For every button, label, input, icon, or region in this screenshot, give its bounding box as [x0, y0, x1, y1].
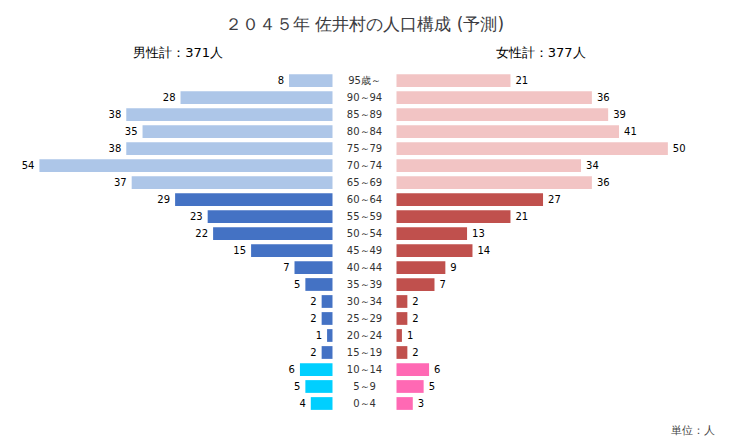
svg-text:5: 5	[429, 381, 435, 392]
svg-text:1: 1	[407, 330, 413, 341]
svg-text:70～74: 70～74	[347, 160, 382, 171]
svg-text:2: 2	[310, 296, 316, 307]
svg-text:27: 27	[548, 194, 561, 205]
svg-text:7: 7	[283, 262, 289, 273]
svg-text:75～79: 75～79	[347, 143, 382, 154]
svg-text:0～4: 0～4	[353, 398, 376, 409]
svg-text:38: 38	[109, 109, 122, 120]
svg-text:30～34: 30～34	[347, 296, 382, 307]
svg-text:15～19: 15～19	[347, 347, 382, 358]
svg-text:女性計：377人: 女性計：377人	[496, 45, 586, 60]
svg-text:2: 2	[412, 347, 418, 358]
svg-text:8: 8	[278, 75, 284, 86]
svg-text:23: 23	[190, 211, 203, 222]
svg-text:5～9: 5～9	[353, 381, 376, 392]
svg-text:14: 14	[477, 245, 490, 256]
svg-text:単位：人: 単位：人	[671, 424, 715, 437]
svg-text:38: 38	[109, 143, 122, 154]
svg-text:1: 1	[316, 330, 322, 341]
svg-text:21: 21	[515, 75, 528, 86]
svg-text:54: 54	[22, 160, 35, 171]
svg-text:10～14: 10～14	[347, 364, 382, 375]
svg-text:35: 35	[125, 126, 138, 137]
svg-text:2: 2	[310, 347, 316, 358]
svg-text:41: 41	[624, 126, 637, 137]
svg-text:28: 28	[163, 92, 176, 103]
svg-text:5: 5	[294, 381, 300, 392]
svg-text:34: 34	[586, 160, 599, 171]
svg-text:２０４５年 佐井村の人口構成 (予測): ２０４５年 佐井村の人口構成 (予測)	[225, 14, 504, 34]
svg-text:50: 50	[673, 143, 686, 154]
svg-text:39: 39	[613, 109, 626, 120]
svg-text:9: 9	[450, 262, 456, 273]
svg-text:3: 3	[418, 398, 424, 409]
svg-text:40～44: 40～44	[347, 262, 382, 273]
svg-text:2: 2	[310, 313, 316, 324]
svg-text:6: 6	[289, 364, 295, 375]
svg-text:6: 6	[434, 364, 440, 375]
svg-text:15: 15	[233, 245, 246, 256]
svg-text:21: 21	[515, 211, 528, 222]
svg-text:2: 2	[412, 313, 418, 324]
svg-text:4: 4	[299, 398, 305, 409]
svg-text:5: 5	[294, 279, 300, 290]
svg-text:50～54: 50～54	[347, 228, 382, 239]
svg-text:25～29: 25～29	[347, 313, 382, 324]
svg-text:80～84: 80～84	[347, 126, 382, 137]
svg-text:35～39: 35～39	[347, 279, 382, 290]
svg-text:36: 36	[597, 177, 610, 188]
svg-text:37: 37	[114, 177, 127, 188]
svg-text:95歳～: 95歳～	[348, 75, 381, 86]
svg-text:29: 29	[157, 194, 170, 205]
svg-text:22: 22	[195, 228, 208, 239]
svg-text:20～24: 20～24	[347, 330, 382, 341]
svg-text:85～89: 85～89	[347, 109, 382, 120]
svg-text:60～64: 60～64	[347, 194, 382, 205]
svg-text:7: 7	[439, 279, 445, 290]
svg-text:36: 36	[597, 92, 610, 103]
svg-text:13: 13	[472, 228, 485, 239]
svg-text:2: 2	[412, 296, 418, 307]
svg-text:65～69: 65～69	[347, 177, 382, 188]
svg-text:90～94: 90～94	[347, 92, 382, 103]
svg-text:55～59: 55～59	[347, 211, 382, 222]
svg-text:45～49: 45～49	[347, 245, 382, 256]
svg-text:男性計：371人: 男性計：371人	[133, 45, 223, 60]
